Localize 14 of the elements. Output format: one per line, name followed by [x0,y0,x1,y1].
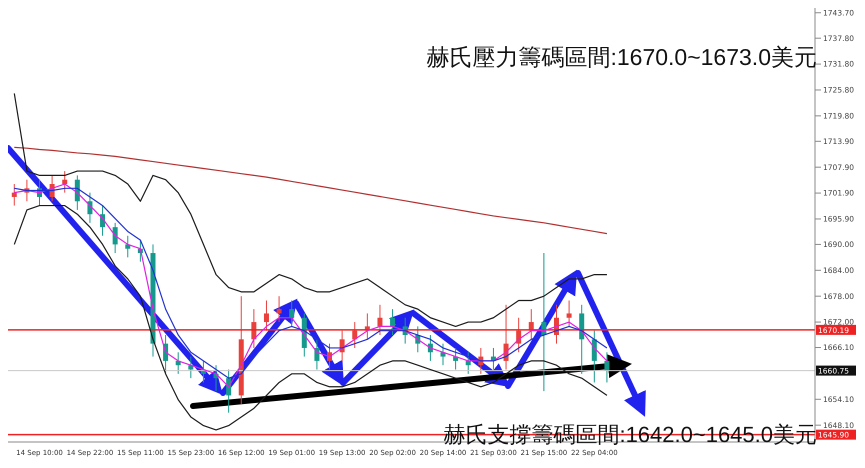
candlestick [276,296,282,323]
candlestick [289,300,294,327]
candlestick [352,322,358,348]
line-series [14,146,608,234]
candlestick [566,300,572,327]
candlestick [62,170,68,194]
candlestick [604,352,610,383]
candlestick [264,300,269,332]
candlestick [390,308,396,336]
candlestick [377,304,382,336]
candlestick [112,222,118,254]
annotation: 赫氏壓力籌碼區間:1670.0~1673.0美元 [426,43,817,72]
candlestick [12,184,17,206]
line-series [14,92,608,327]
